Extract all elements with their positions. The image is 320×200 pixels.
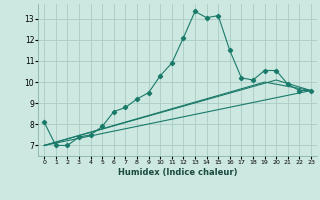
X-axis label: Humidex (Indice chaleur): Humidex (Indice chaleur) xyxy=(118,168,237,177)
